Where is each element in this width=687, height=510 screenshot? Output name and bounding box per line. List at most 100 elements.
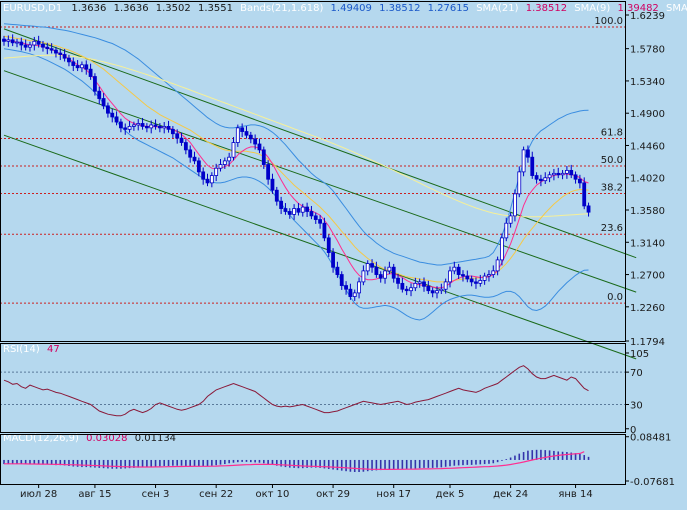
macd-tick-label: 0.08481 xyxy=(630,433,671,444)
candle-body xyxy=(54,49,58,54)
price-candle xyxy=(439,283,444,294)
price-candle xyxy=(54,46,58,58)
candle-body xyxy=(279,200,284,209)
candle-body xyxy=(19,41,24,46)
price-candle xyxy=(582,177,587,210)
candle-body xyxy=(426,285,431,292)
candle-body xyxy=(201,171,206,180)
price-candle xyxy=(422,277,426,292)
price-candle xyxy=(283,203,288,215)
price-candle xyxy=(58,48,63,61)
candle-body xyxy=(543,177,548,182)
candle-body xyxy=(331,252,335,268)
price-candle xyxy=(62,49,67,62)
candle-body xyxy=(495,259,500,272)
macd-signal-series xyxy=(4,451,585,470)
price-candle xyxy=(387,261,392,275)
price-candle xyxy=(231,137,236,161)
price-candle xyxy=(521,146,526,177)
price-panel[interactable]: 100.0 61.8 50.0 38.2 23.6 0.0 1.6239 1.5780 1.5… xyxy=(0,3,687,360)
sma100-line xyxy=(3,54,589,218)
price-candle xyxy=(235,124,240,147)
candle-body xyxy=(439,288,444,292)
price-tick-label: 1.2700 xyxy=(630,271,665,282)
candle-body xyxy=(157,126,162,129)
candle-body xyxy=(383,270,387,279)
candle-body xyxy=(127,126,132,130)
price-candle xyxy=(517,166,522,198)
sma100-label: SMA(100) xyxy=(666,3,687,14)
fib-level-label: 100.0 xyxy=(594,16,623,27)
candle-body xyxy=(62,54,67,59)
candle-body xyxy=(136,123,141,126)
candle-body xyxy=(114,116,119,123)
price-candle xyxy=(162,122,167,134)
candle-body xyxy=(144,126,149,129)
price-candle xyxy=(339,271,344,290)
candle-body xyxy=(84,64,89,70)
candle-body xyxy=(417,281,422,284)
price-candle xyxy=(417,278,422,288)
candle-body xyxy=(365,263,370,272)
price-candle xyxy=(32,36,37,51)
candle-body xyxy=(552,172,556,176)
candle-body xyxy=(586,205,591,213)
price-candle xyxy=(19,37,24,51)
candle-body xyxy=(166,126,171,130)
time-tick-label: июл 28 xyxy=(20,489,57,500)
price-candle xyxy=(560,170,565,180)
candle-body xyxy=(244,131,249,136)
price-tick-label: 1.1794 xyxy=(630,337,665,348)
macd-panel[interactable]: 0.08481 -0.07681 MACD(12,26,9) 0.03028 0.… xyxy=(3,433,675,488)
candle-body xyxy=(93,76,97,92)
candle-body xyxy=(179,137,184,143)
price-candle xyxy=(487,270,491,282)
price-candle xyxy=(426,280,431,294)
price-candle xyxy=(577,174,582,189)
price-candle xyxy=(71,57,76,72)
time-tick-label: сен 3 xyxy=(142,489,170,500)
price-candle xyxy=(36,35,41,48)
price-candle xyxy=(357,277,361,299)
price-candle xyxy=(41,40,45,52)
fib-level-label: 38.2 xyxy=(601,183,623,194)
price-candle xyxy=(149,120,154,134)
sma9-line xyxy=(3,39,589,289)
price-candle xyxy=(318,215,322,229)
price-candle xyxy=(201,167,206,185)
candle-body xyxy=(257,143,262,151)
price-candle xyxy=(391,263,396,283)
price-candle xyxy=(218,159,223,172)
time-tick-label: ноя 17 xyxy=(376,489,411,500)
ohlc-open: 1.3636 xyxy=(71,3,106,14)
bollinger-bands xyxy=(3,23,589,321)
price-candle xyxy=(565,166,569,179)
price-tick-label: 1.6239 xyxy=(630,11,665,22)
price-candle xyxy=(586,202,591,217)
rsi-panel[interactable]: 105 70 30 0 RSI(14) 47 xyxy=(0,344,649,436)
candle-body xyxy=(231,142,236,158)
price-candles[interactable] xyxy=(2,34,591,301)
price-candle xyxy=(88,63,93,80)
price-candle xyxy=(127,120,132,133)
price-candle xyxy=(313,212,318,224)
candle-body xyxy=(517,171,522,195)
rsi-value: 47 xyxy=(47,344,60,355)
price-candle xyxy=(448,266,452,288)
price-candle xyxy=(513,189,517,222)
price-candle xyxy=(166,120,171,133)
candle-body xyxy=(183,142,188,151)
candle-body xyxy=(487,274,491,277)
price-candle xyxy=(309,205,314,220)
candle-body xyxy=(448,270,452,283)
rsi-label: RSI(14) xyxy=(3,344,40,355)
price-candle xyxy=(257,138,262,154)
candle-body xyxy=(582,182,587,207)
price-candle xyxy=(157,123,162,133)
price-candle xyxy=(6,35,11,47)
moving-averages xyxy=(3,35,589,289)
price-candle xyxy=(179,132,184,146)
price-candle xyxy=(482,272,487,285)
candle-body xyxy=(430,290,435,294)
